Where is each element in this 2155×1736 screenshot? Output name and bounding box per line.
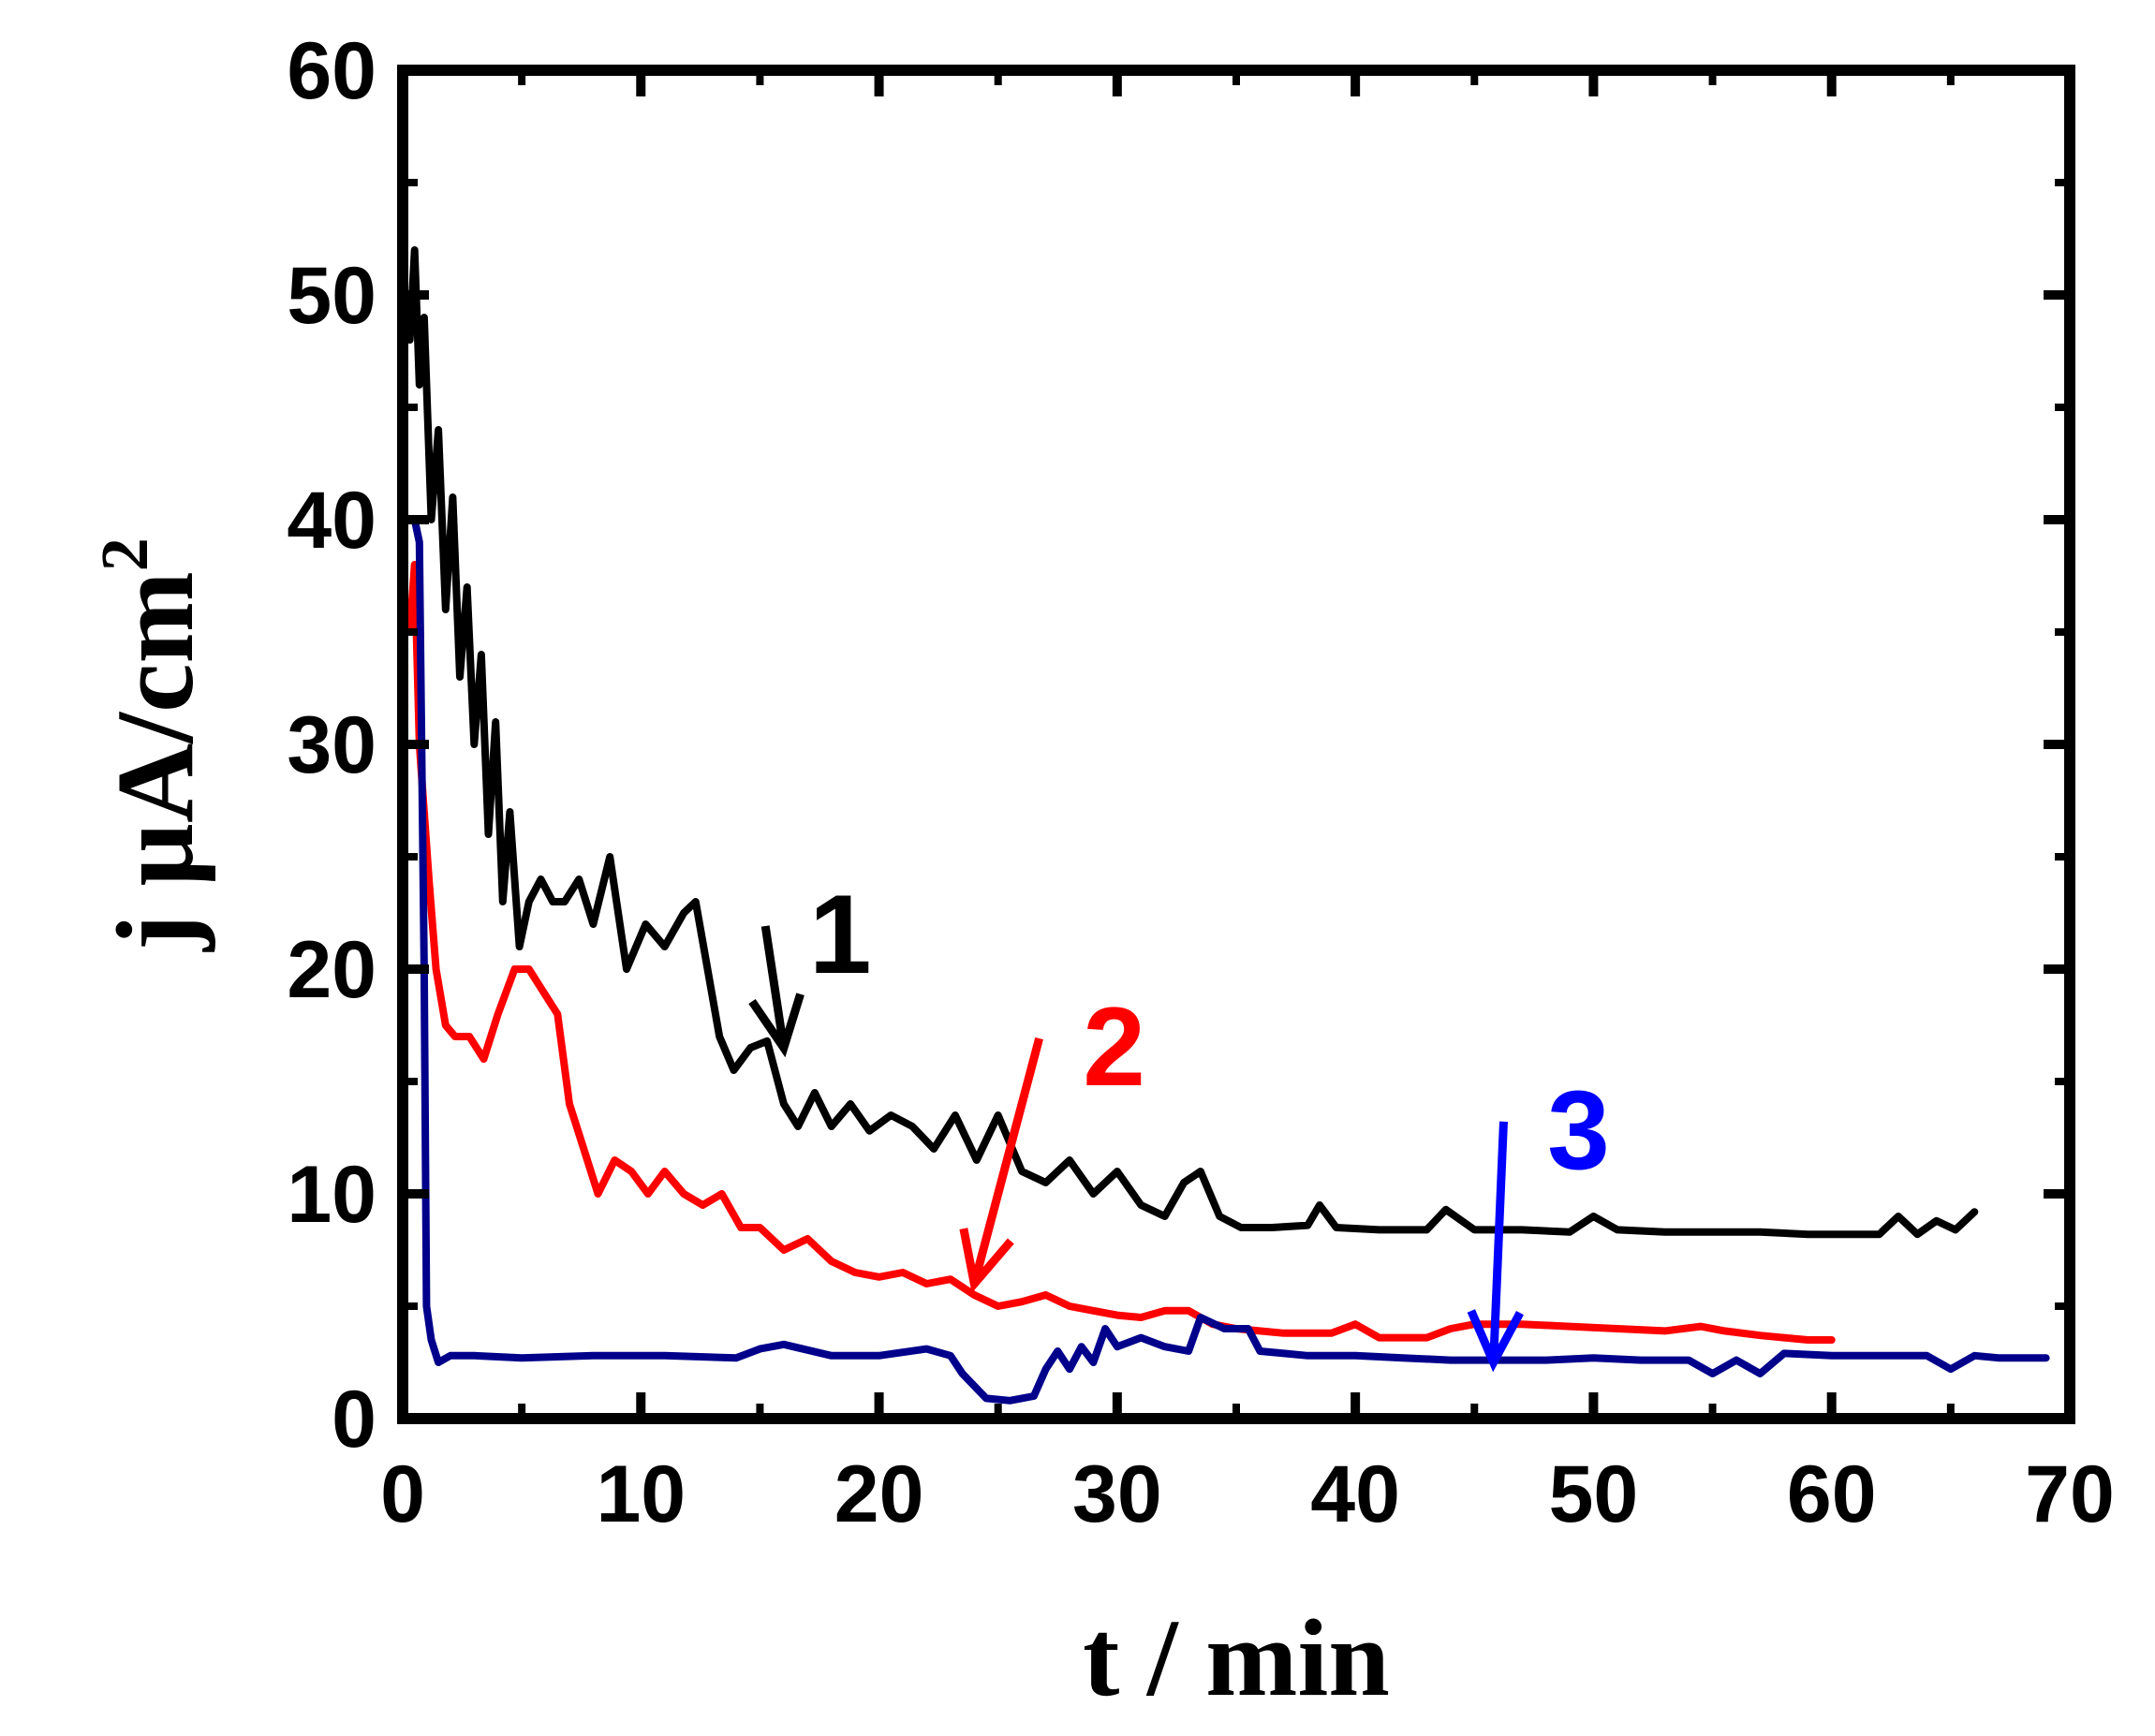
annotation-1-label: 1: [809, 872, 872, 997]
x-tick-label: 70: [2025, 1449, 2115, 1539]
y-tick-label: 10: [287, 1150, 376, 1240]
annotation-3-arrow: [1489, 1121, 1508, 1363]
x-tick-label: 60: [1787, 1449, 1877, 1539]
annotation-2-arrowhead: [959, 1228, 1014, 1294]
y-axis-label: j µA/cm2: [87, 537, 216, 951]
x-tick-label: 40: [1310, 1449, 1400, 1539]
y-tick-label: 20: [287, 925, 376, 1015]
y-tick-label: 60: [287, 26, 376, 116]
x-tick-label: 10: [596, 1449, 686, 1539]
x-axis-label: t / min: [1083, 1596, 1390, 1719]
x-tick-label: 0: [380, 1449, 425, 1539]
x-tick-label: 50: [1549, 1449, 1639, 1539]
annotation-3-arrowhead: [1467, 1309, 1524, 1373]
y-axis-label-main: j µA/cm: [94, 571, 216, 951]
series-3-line: [410, 516, 2050, 1405]
x-tick-label: 30: [1072, 1449, 1162, 1539]
y-tick-label: 50: [287, 251, 376, 341]
annotation-2-label: 2: [1083, 984, 1145, 1110]
annotation-1-arrowhead: [748, 993, 804, 1058]
y-tick-label: 40: [287, 476, 376, 566]
annotation-1-arrow: [760, 925, 789, 1049]
y-tick-label: 0: [332, 1375, 376, 1464]
series-1-line: [406, 246, 1979, 1239]
plot-frame: [397, 65, 2075, 1424]
x-tick-label: 20: [834, 1449, 924, 1539]
annotation-2-arrow: [969, 1037, 1043, 1286]
y-axis-label-superscript: 2: [87, 537, 162, 571]
y-tick-label: 30: [287, 700, 376, 790]
annotation-3-label: 3: [1547, 1067, 1610, 1193]
series-2-line: [406, 561, 1836, 1344]
